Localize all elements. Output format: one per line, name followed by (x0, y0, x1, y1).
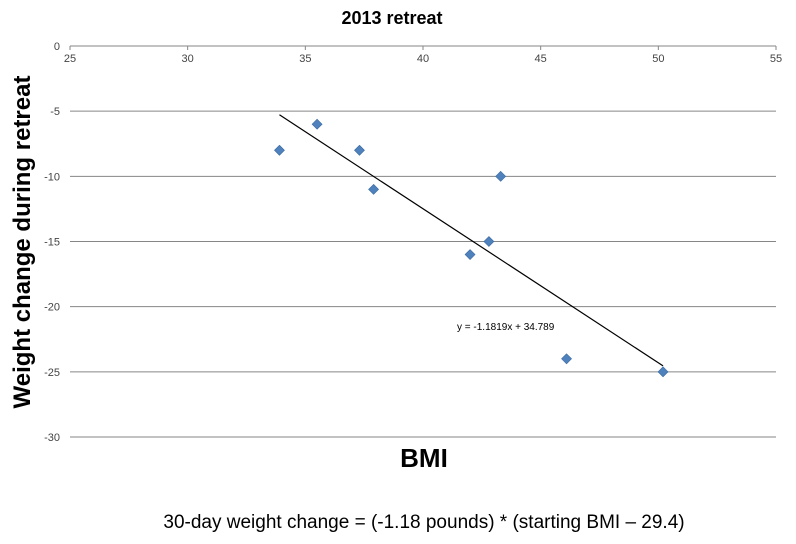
y-tick-label: 0 (54, 41, 60, 53)
data-point (495, 170, 507, 182)
x-tick-label: 25 (64, 53, 76, 65)
data-point (354, 144, 365, 156)
data-points (274, 118, 669, 378)
data-point (368, 183, 380, 195)
y-tick-label: -20 (44, 302, 60, 314)
y-tick-label: -30 (44, 432, 60, 444)
trendline (279, 114, 664, 367)
x-tick-label: 30 (182, 53, 194, 65)
trendline-equation: y = -1.1819x + 34.789 (457, 322, 555, 333)
grid (70, 45, 776, 438)
data-point (464, 249, 476, 260)
data-point (483, 236, 495, 247)
x-tick-label: 35 (299, 53, 311, 65)
data-point (657, 366, 669, 378)
formula-footnote: 30-day weight change = (-1.18 pounds) * … (163, 512, 684, 533)
y-tick-labels: 0 -5 -10 -15 -20 -25 -30 (44, 41, 60, 444)
x-tick-label: 55 (770, 53, 782, 65)
x-axis-label: BMI (400, 443, 448, 473)
x-tick-label: 40 (417, 53, 429, 65)
data-point (311, 118, 323, 130)
data-point (274, 144, 285, 156)
y-axis-label: Weight change during retreat (9, 76, 36, 409)
y-tick-label: -25 (44, 367, 60, 379)
y-tick-label: -5 (50, 106, 60, 118)
x-tick-label: 45 (535, 53, 547, 65)
x-tick-label: 50 (652, 53, 664, 65)
data-point (561, 353, 572, 365)
chart-title: 2013 retreat (341, 8, 442, 28)
y-tick-label: -10 (44, 171, 60, 183)
x-tick-labels: 25 30 35 40 45 50 55 (64, 46, 782, 65)
y-tick-label: -15 (44, 237, 60, 249)
